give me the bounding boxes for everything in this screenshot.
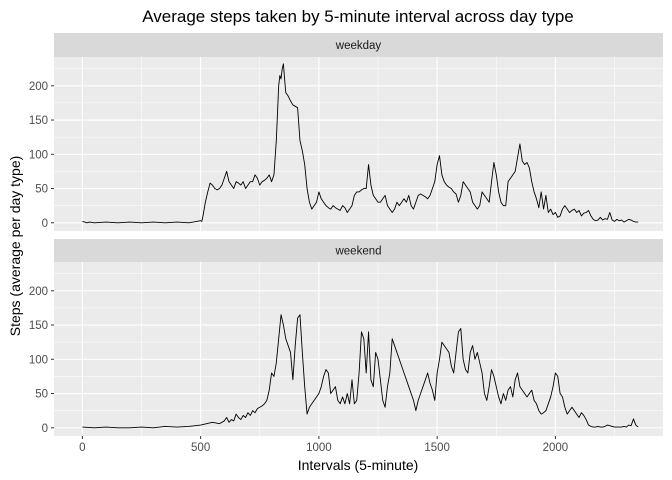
y-axis-title: Steps (average per day type)	[7, 156, 23, 337]
facet-panels: weekday 0 50 100 150 200 weekend 0 50 100 150 200	[29, 33, 663, 436]
chart-title: Average steps taken by 5-minute interval…	[142, 7, 574, 26]
panel-background	[54, 262, 663, 436]
facet-weekend: weekend 0 50 100 150 200	[29, 239, 663, 436]
x-tick-label: 1500	[424, 442, 450, 454]
facet-strip-label: weekend	[334, 246, 381, 258]
facet-strip	[54, 239, 663, 262]
y-tick-label: 150	[29, 320, 48, 332]
y-tick-label: 200	[29, 81, 48, 93]
y-tick-label: 200	[29, 286, 48, 298]
x-axis-title: Intervals (5-minute)	[298, 457, 419, 473]
panel-background	[54, 57, 663, 231]
y-tick-label: 0	[42, 218, 48, 230]
series-line-weekend	[82, 314, 639, 429]
facet-strip	[54, 33, 663, 57]
series-line-weekday	[82, 63, 639, 224]
facet-weekday: weekday 0 50 100 150 200	[29, 33, 663, 231]
y-tick-label: 50	[35, 389, 48, 401]
x-axis: 0 500 1000 1500 2000	[79, 436, 568, 454]
y-tick-label: 100	[29, 354, 48, 366]
y-tick-label: 0	[42, 423, 48, 435]
y-tick-label: 150	[29, 115, 48, 127]
facet-strip-label: weekday	[335, 40, 382, 52]
x-tick-label: 500	[191, 442, 210, 454]
y-tick-label: 100	[29, 149, 48, 161]
x-tick-label: 1000	[306, 442, 332, 454]
x-tick-label: 2000	[543, 442, 569, 454]
y-tick-label: 50	[35, 184, 48, 196]
x-tick-label: 0	[79, 442, 85, 454]
